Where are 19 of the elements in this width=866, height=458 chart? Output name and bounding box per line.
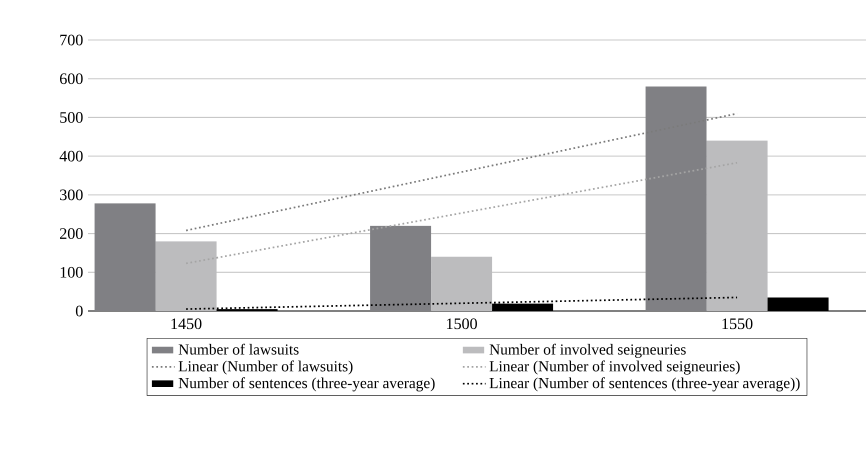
y-tick-label: 400: [60, 150, 83, 162]
y-tick-label: 200: [60, 228, 83, 239]
legend-label: Linear (Number of lawsuits): [178, 360, 353, 375]
legend-label: Number of sentences (three-year average): [178, 377, 435, 392]
bar: [94, 203, 156, 312]
y-tick-label: 300: [60, 189, 83, 200]
x-tick-label: 1450: [171, 318, 202, 330]
legend-label: Linear (Number of involved seigneuries): [490, 360, 740, 375]
legend-label: Number of lawsuits: [178, 344, 299, 355]
legend-label: Number of involved seigneuries: [490, 344, 686, 358]
y-tick-label: 0: [76, 306, 83, 316]
legend-label: Linear (Number of sentences (three-year average)): [490, 377, 800, 392]
y-tick-label: 100: [60, 266, 83, 278]
bar: [370, 226, 432, 312]
y-tick-label: 700: [60, 34, 83, 46]
y-tick-label: 500: [60, 112, 83, 123]
x-tick-label: 1500: [446, 318, 477, 330]
x-tick-label: 1550: [722, 318, 752, 330]
y-tick-label: 600: [60, 73, 83, 84]
